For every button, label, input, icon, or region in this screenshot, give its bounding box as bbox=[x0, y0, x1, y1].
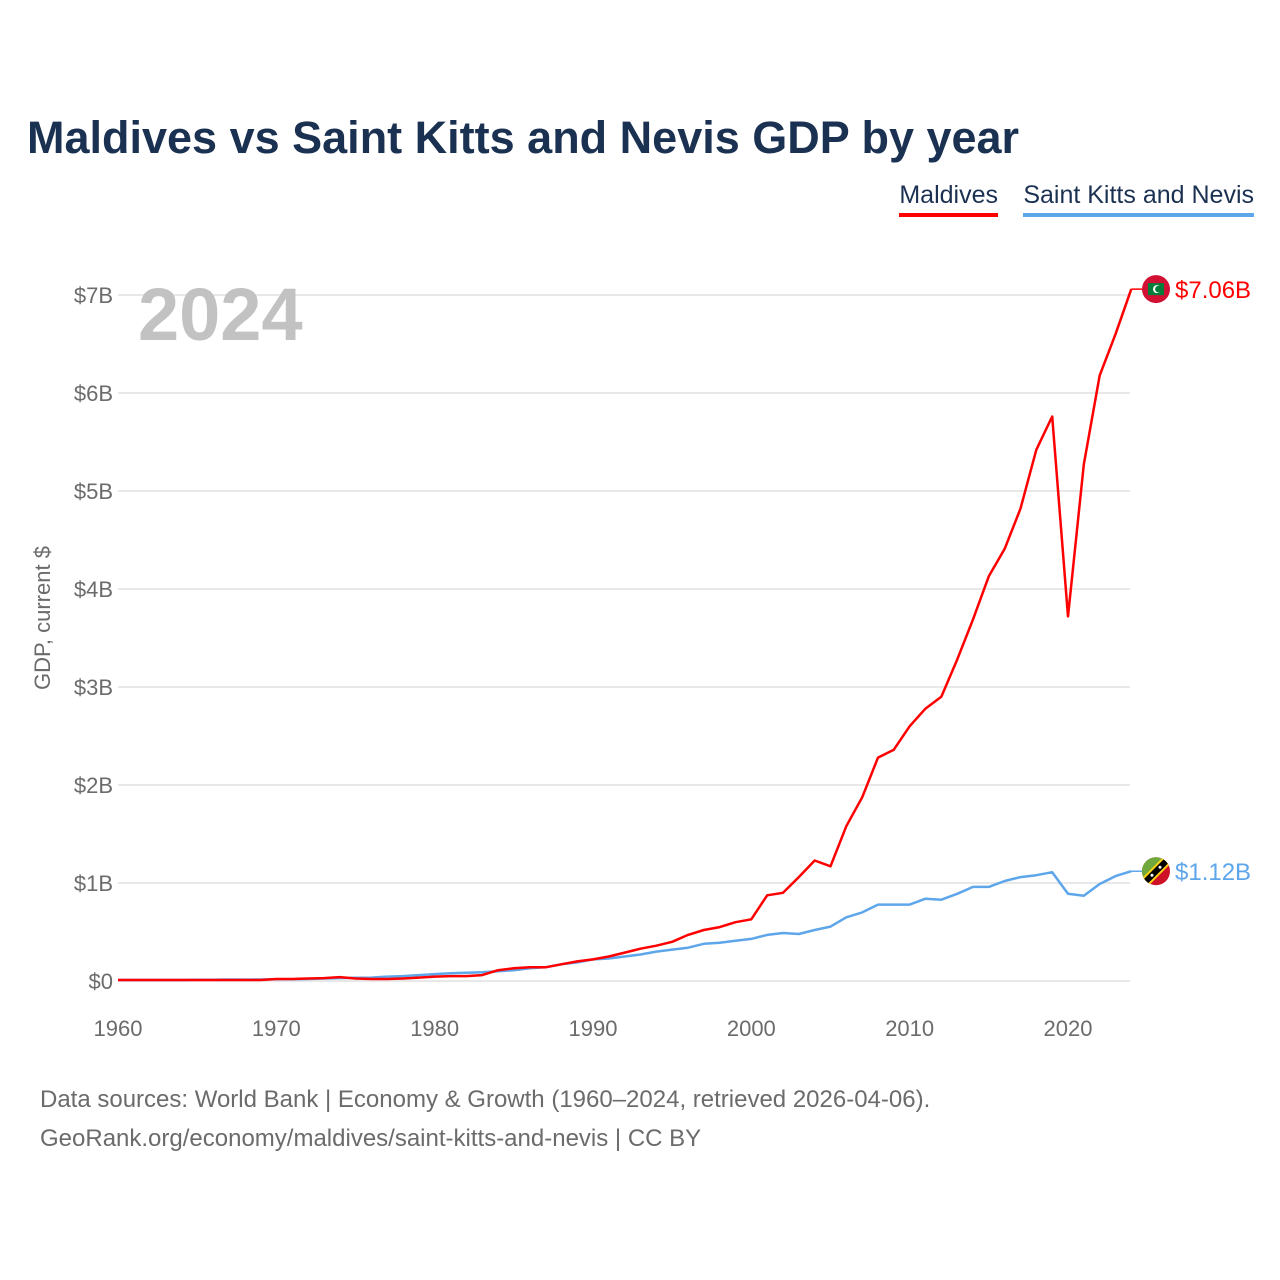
chart-title: Maldives vs Saint Kitts and Nevis GDP by… bbox=[27, 112, 1020, 163]
year-watermark: 2024 bbox=[138, 273, 303, 356]
y-tick-label: $4B bbox=[74, 577, 113, 602]
y-tick-label: $2B bbox=[74, 773, 113, 798]
series-line-saint-kitts-and-nevis bbox=[118, 870, 1132, 982]
flag-body bbox=[1142, 857, 1170, 886]
y-tick-label: $7B bbox=[74, 283, 113, 308]
x-tick-label: 2020 bbox=[1044, 1016, 1093, 1041]
maldives-flag-icon bbox=[1142, 275, 1170, 304]
y-tick-label: $5B bbox=[74, 479, 113, 504]
y-tick-label: $3B bbox=[74, 675, 113, 700]
y-tick-label: $1B bbox=[74, 871, 113, 896]
x-tick-label: 1980 bbox=[410, 1016, 459, 1041]
y-tick-label: $6B bbox=[74, 381, 113, 406]
saint-kitts-and-nevis-flag-icon bbox=[1142, 857, 1170, 886]
end-value-label: $7.06B bbox=[1175, 277, 1251, 304]
flag-star bbox=[1158, 865, 1162, 869]
x-tick-label: 1970 bbox=[252, 1016, 301, 1041]
x-tick-label: 1960 bbox=[94, 1016, 143, 1041]
legend-maldives[interactable]: Maldives bbox=[899, 181, 998, 217]
flag-star bbox=[1150, 873, 1154, 877]
end-value-label: $1.12B bbox=[1175, 859, 1251, 886]
y-tick-label: $0 bbox=[89, 969, 113, 994]
series-line-maldives bbox=[118, 288, 1133, 982]
line-chart: $0 $1B $2B $3B $4B $5B $6B $7B 1960 1970 1980 1990 2… bbox=[30, 275, 1251, 1041]
legend-saint-kitts-and-nevis[interactable]: Saint Kitts and Nevis bbox=[1023, 181, 1254, 217]
x-tick-label: 2000 bbox=[727, 1016, 776, 1041]
x-tick-label: 2010 bbox=[885, 1016, 934, 1041]
flag-crescent-cut bbox=[1155, 285, 1162, 293]
source-line-1: Data sources: World Bank | Economy & Gro… bbox=[40, 1086, 931, 1113]
y-axis-label: GDP, current $ bbox=[30, 546, 55, 690]
x-tick-label: 1990 bbox=[569, 1016, 618, 1041]
source-line-2[interactable]: GeoRank.org/economy/maldives/saint-kitts… bbox=[40, 1125, 702, 1152]
